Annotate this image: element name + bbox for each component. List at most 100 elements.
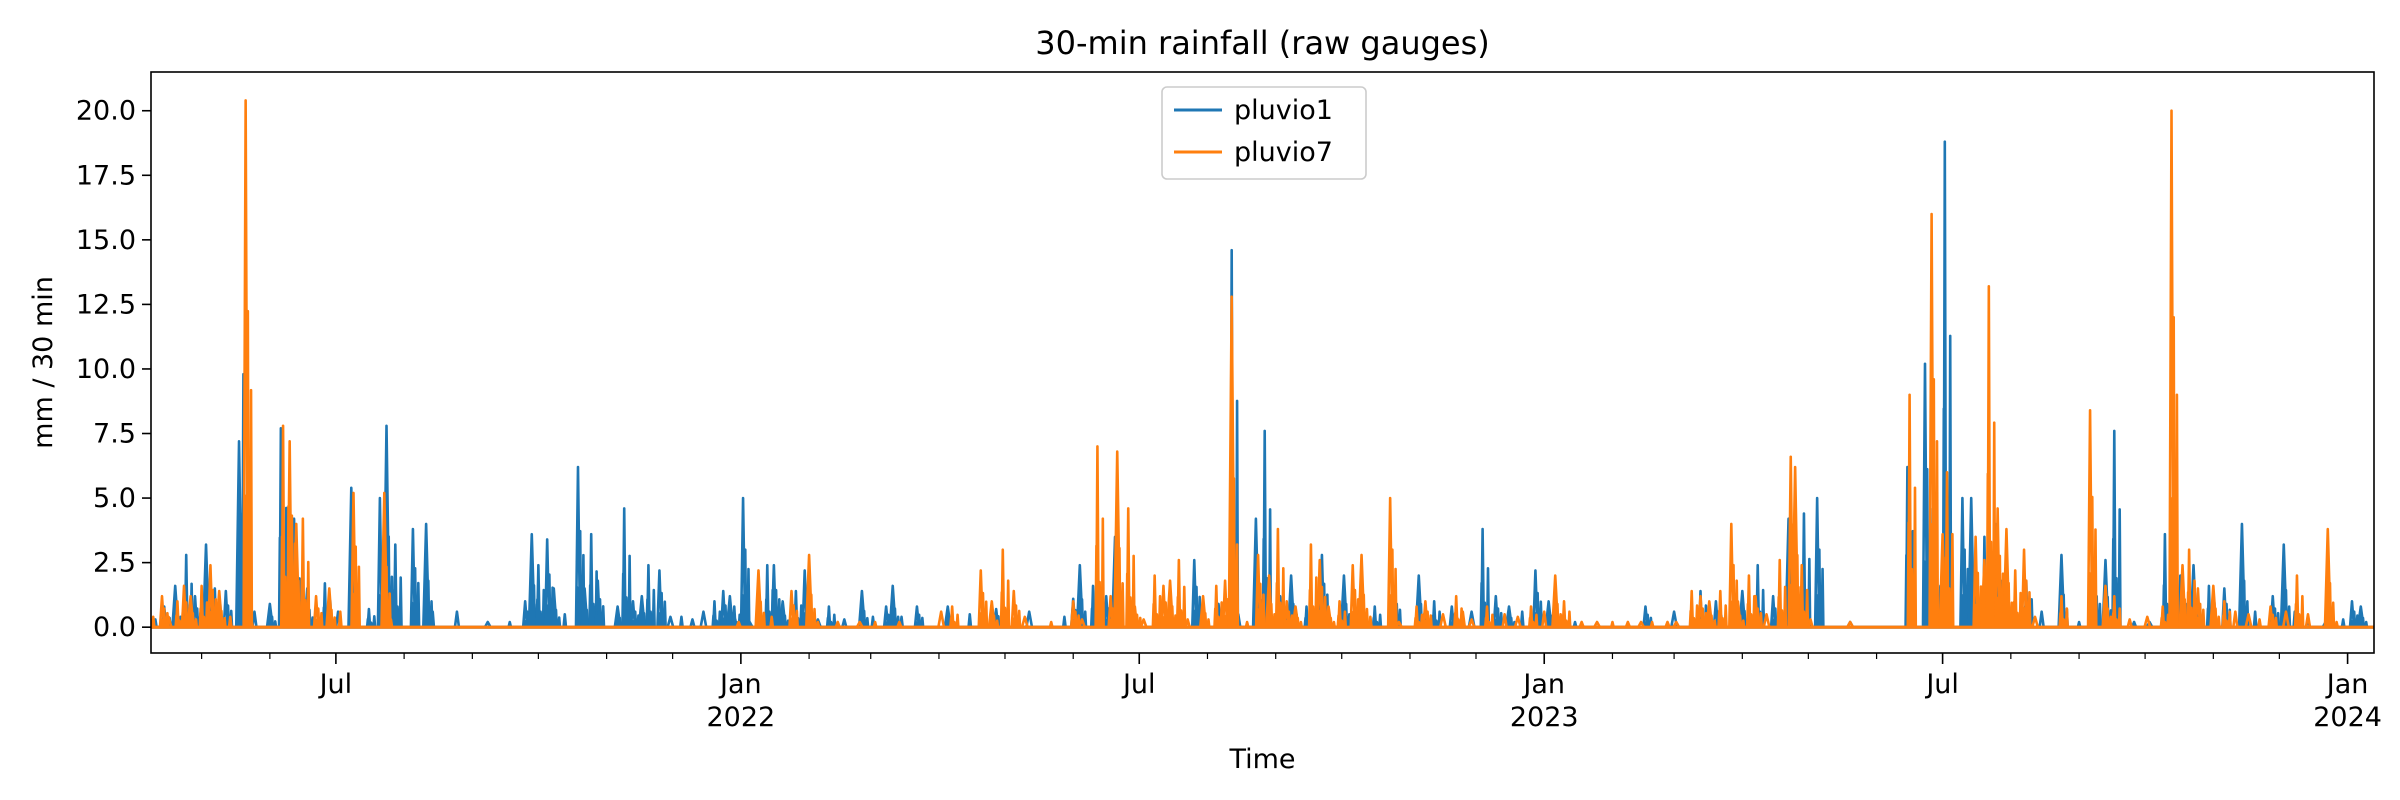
pluvio1-peak [365, 607, 377, 628]
pluvio7-peak [1113, 450, 1125, 628]
pluvio1-peak [2111, 429, 2122, 628]
y-axis-label: mm / 30 min [28, 276, 59, 449]
pluvio7-peak [1227, 295, 1240, 628]
pluvio7-peak [2159, 605, 2171, 628]
pluvio7-peak [312, 594, 324, 628]
pluvio7-peak [2111, 594, 2122, 628]
pluvio1-peak [1339, 574, 1352, 628]
pluvio7-peak [174, 600, 185, 628]
pluvio7-peak [1324, 605, 1337, 628]
pluvio1-peak [1967, 496, 1979, 628]
pluvio1-peak [778, 600, 791, 628]
pluvio1-peak [580, 587, 593, 628]
pluvio7-peak [1943, 470, 1955, 628]
x-tick-label: Jul [318, 669, 353, 700]
pluvio7-peak [1094, 445, 1105, 628]
pluvio1-peak [543, 538, 555, 628]
pluvio1-peak [594, 579, 606, 628]
pluvio1-peak [689, 618, 696, 628]
y-tick-label: 20.0 [76, 96, 136, 127]
pluvio1-peak [613, 605, 626, 628]
pluvio7-peak [1705, 600, 1717, 628]
chart-title: 30-min rainfall (raw gauges) [1035, 24, 1490, 62]
pluvio7-peak [2194, 587, 2206, 628]
pluvio7-peak [1791, 465, 1803, 628]
pluvio1-peak [666, 615, 675, 628]
pluvio1-peak [711, 600, 722, 628]
pluvio1-peak [770, 563, 782, 628]
pluvio1-peak [347, 486, 359, 628]
pluvio1-peak [1075, 563, 1088, 628]
pluvio7-peak [1336, 600, 1348, 628]
plot-frame [150, 71, 2375, 654]
pluvio1-peak [588, 532, 599, 628]
pluvio1-peak [1941, 140, 1953, 628]
pluvio1-peak [764, 563, 775, 628]
pluvio1-peak [2252, 610, 2258, 628]
x-tick-year-label: 2022 [707, 702, 776, 733]
pluvio7-peak [769, 615, 775, 628]
x-tick-label: Jul [1121, 669, 1156, 700]
pluvio1-peak [621, 507, 632, 628]
y-tick-label: 0.0 [93, 612, 136, 643]
pluvio1-peak [409, 527, 421, 628]
y-tick-label: 12.5 [76, 289, 136, 320]
pluvio7-peak [1733, 600, 1746, 628]
pluvio7-peak [815, 620, 821, 628]
pluvio7-peak [1527, 605, 1539, 628]
pluvio7-peak [1069, 600, 1081, 628]
pluvio7-peak [2323, 527, 2336, 628]
pluvio7-peak [1787, 455, 1799, 628]
pluvio7-peak [1160, 584, 1171, 628]
pluvio7-peak [1717, 589, 1728, 628]
pluvio7-peak [1624, 620, 1632, 628]
pluvio7-peak [1395, 620, 1403, 628]
pluvio7-peak [245, 612, 255, 628]
pluvio7-peak [2221, 600, 2232, 628]
pluvio7-peak [1213, 584, 1224, 628]
pluvio1-peak [1261, 429, 1273, 628]
pluvio7-peak [804, 553, 817, 628]
pluvio7-peak [325, 587, 337, 628]
pluvio7-peak [1513, 615, 1522, 628]
x-tick-year-label: 2023 [1510, 702, 1579, 733]
pluvio1-peak [2340, 618, 2346, 628]
pluvio7-peak [1483, 605, 1495, 628]
x-tick-label: Jul [1924, 669, 1959, 700]
pluvio1-peak [825, 605, 837, 628]
pluvio7-peak [2257, 618, 2263, 628]
pluvio1-peak [527, 532, 540, 628]
pluvio7-peak [2101, 584, 2113, 628]
pluvio1-peak [2130, 620, 2138, 628]
y-tick-label: 10.0 [76, 354, 136, 385]
pluvio1-peak [629, 600, 641, 628]
pluvio1-peak [201, 543, 214, 628]
pluvio1-peak [277, 427, 289, 628]
pluvio1-peak [2237, 522, 2250, 628]
pluvio7-peak [896, 620, 903, 628]
pluvio7-peak [2002, 527, 2014, 628]
pluvio7-peak [1274, 527, 1286, 628]
pluvio7-peak [2244, 612, 2253, 628]
pluvio7-peak [299, 517, 311, 628]
pluvio7-peak [215, 589, 227, 628]
pluvio1-peak [1414, 574, 1427, 628]
pluvio7-peak [1316, 558, 1328, 628]
pluvio1-peak [943, 605, 956, 628]
pluvio7-peak [180, 584, 192, 628]
pluvio7-peak [1745, 574, 1757, 628]
pluvio7-peak [855, 620, 864, 628]
pluvio7-peak [1221, 579, 1233, 628]
pluvio1-peak [549, 587, 562, 628]
pluvio7-peak [1762, 612, 1771, 628]
pluvio1-peak [678, 615, 684, 628]
pluvio7-peak [2304, 612, 2312, 628]
pluvio1-peak [507, 620, 513, 628]
pluvio1-peak [637, 594, 650, 628]
legend-label-pluvio7: pluvio7 [1234, 137, 1333, 168]
pluvio7-peak [2086, 408, 2098, 628]
pluvio7-peak [1985, 285, 1997, 628]
pluvio7-peak [834, 620, 841, 628]
pluvio7-peak [1807, 618, 1814, 628]
pluvio1-peak [656, 569, 667, 628]
